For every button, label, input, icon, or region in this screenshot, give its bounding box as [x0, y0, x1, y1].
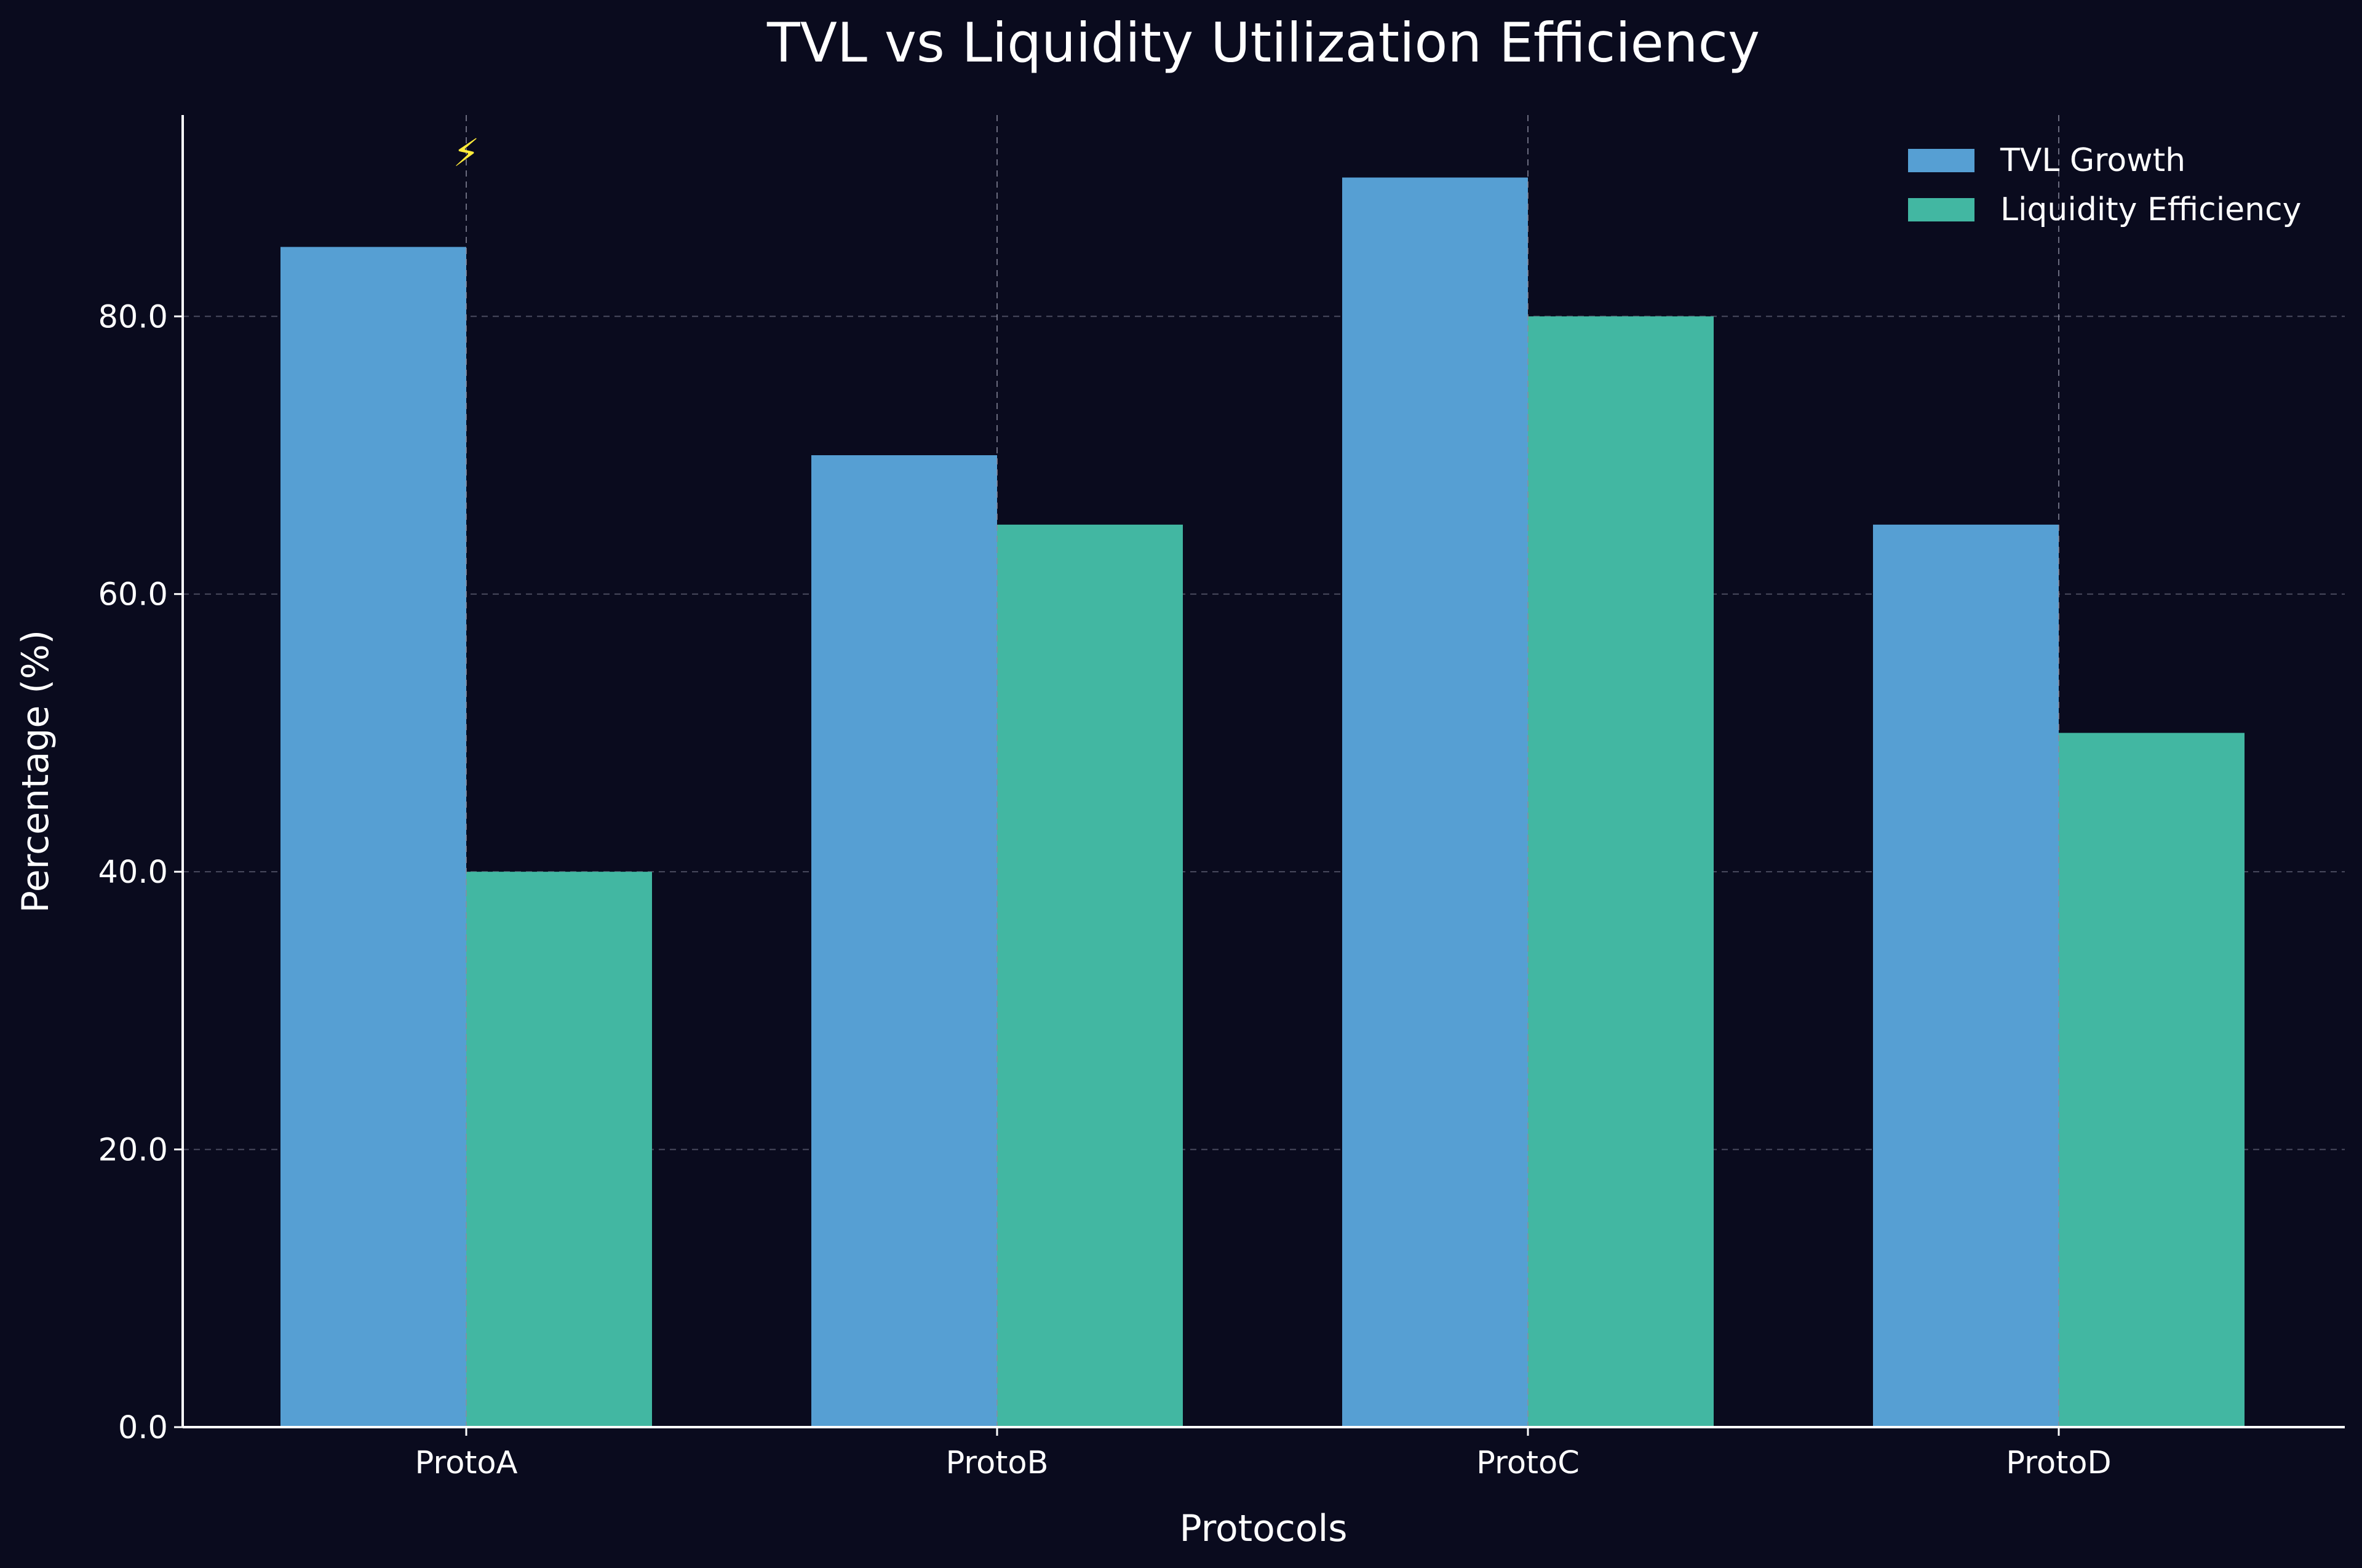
- y-tick-label: 20.0: [98, 1132, 168, 1169]
- bar-protod-liquidity-efficiency: [2059, 733, 2245, 1427]
- x-tick-label: ProtoD: [2006, 1445, 2111, 1481]
- x-tick-label: ProtoC: [1476, 1445, 1580, 1481]
- bar-protod-tvl-growth: [1873, 524, 2059, 1427]
- legend-swatch: [1908, 149, 1974, 172]
- lightning-annotation-icon: ⚡: [453, 130, 480, 175]
- bar-protob-liquidity-efficiency: [997, 524, 1183, 1427]
- bar-protoa-tvl-growth: [280, 247, 466, 1427]
- y-tick-label: 60.0: [98, 577, 168, 613]
- legend-label: Liquidity Efficiency: [2000, 191, 2301, 228]
- chart-title: TVL vs Liquidity Utilization Efficiency: [766, 11, 1760, 74]
- bar-protoc-tvl-growth: [1342, 177, 1528, 1428]
- bar-protoc-liquidity-efficiency: [1528, 316, 1714, 1428]
- y-tick-label: 80.0: [98, 299, 168, 335]
- x-tick-label: ProtoB: [945, 1445, 1048, 1481]
- ticks: 0.0 20.0 40.0 60.0 80.0 ProtoA ProtoB ProtoC Pro…: [98, 299, 2111, 1481]
- legend: TVL Growth Liquidity Efficiency: [1908, 142, 2301, 228]
- axes: [181, 115, 2345, 1428]
- annotations: ⚡: [453, 130, 480, 175]
- bars: [280, 177, 2245, 1428]
- y-tick-label: 0.0: [118, 1410, 168, 1446]
- y-tick-label: 40.0: [98, 854, 168, 891]
- y-axis-label: Percentage (%): [14, 630, 57, 913]
- bar-protoa-liquidity-efficiency: [466, 872, 652, 1427]
- legend-swatch: [1908, 198, 1974, 221]
- x-axis-label: Protocols: [1179, 1507, 1347, 1550]
- legend-label: TVL Growth: [2000, 142, 2185, 179]
- x-tick-label: ProtoA: [415, 1445, 518, 1481]
- bar-protob-tvl-growth: [811, 455, 997, 1427]
